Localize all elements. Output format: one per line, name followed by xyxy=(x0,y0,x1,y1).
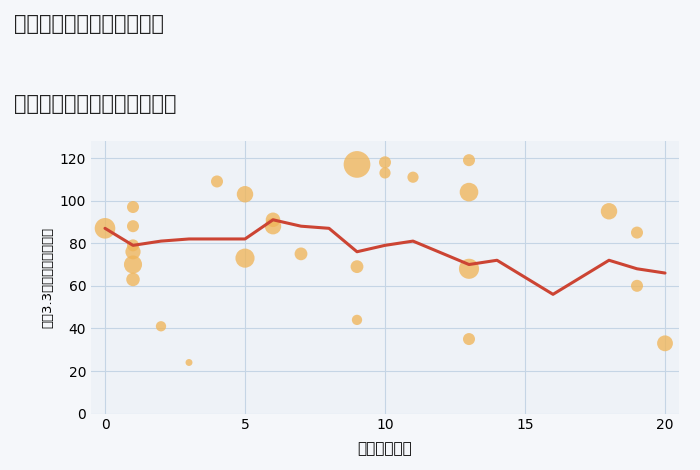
Point xyxy=(659,339,671,347)
Point xyxy=(407,173,419,181)
Point xyxy=(463,188,475,196)
Point xyxy=(295,250,307,258)
X-axis label: 駅距離（分）: 駅距離（分） xyxy=(358,441,412,456)
Point xyxy=(351,316,363,324)
Point xyxy=(631,282,643,290)
Point xyxy=(267,222,279,230)
Point xyxy=(155,322,167,330)
Point xyxy=(127,261,139,268)
Text: 三重県津市河芸町南黒田の: 三重県津市河芸町南黒田の xyxy=(14,14,164,34)
Point xyxy=(127,242,139,249)
Text: 駅距離別中古マンション価格: 駅距離別中古マンション価格 xyxy=(14,94,176,114)
Point xyxy=(127,248,139,256)
Point xyxy=(127,276,139,283)
Point xyxy=(239,190,251,198)
Point xyxy=(127,222,139,230)
Point xyxy=(267,216,279,224)
Point xyxy=(631,229,643,236)
Y-axis label: 坪（3.3㎡）単価（万円）: 坪（3.3㎡）単価（万円） xyxy=(41,227,54,328)
Point xyxy=(379,158,391,166)
Point xyxy=(603,208,615,215)
Point xyxy=(463,157,475,164)
Point xyxy=(127,203,139,211)
Point xyxy=(379,169,391,177)
Point xyxy=(463,265,475,273)
Point xyxy=(99,225,111,232)
Point xyxy=(211,178,223,185)
Point xyxy=(463,335,475,343)
Point xyxy=(351,161,363,168)
Point xyxy=(351,263,363,270)
Point xyxy=(183,359,195,366)
Point xyxy=(239,254,251,262)
